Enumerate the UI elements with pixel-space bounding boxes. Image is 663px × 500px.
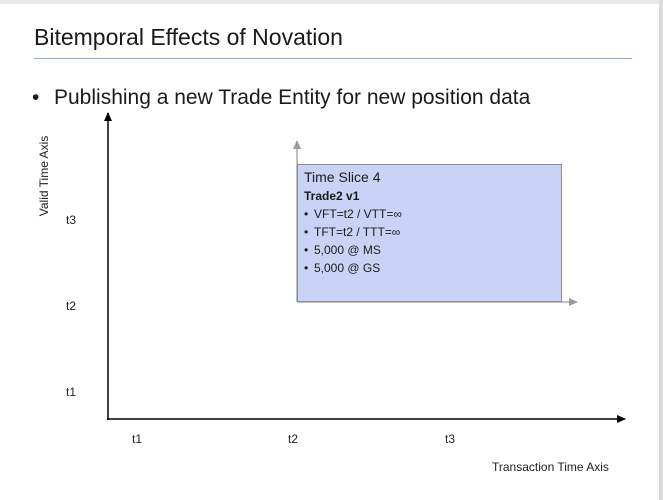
title-underline [34,58,632,59]
y-tick-t3: t3 [66,213,77,227]
list-item: 5,000 @ MS [304,241,555,259]
slide-right-border [659,0,663,500]
valid-time-axis-title: Valid Time Axis [37,135,51,217]
y-tick-t1: t1 [66,385,77,399]
trade-version-label: Trade2 v1 [304,189,360,203]
x-tick-t1: t1 [132,432,143,446]
x-tick-t3: t3 [445,432,456,446]
x-tick-t2: t2 [288,432,299,446]
list-item: 5,000 @ GS [304,259,555,277]
y-tick-t2: t2 [66,299,77,313]
time-slice-attributes: VFT=t2 / VTT=∞ TFT=t2 / TTT=∞ 5,000 @ MS… [304,205,555,277]
list-item: VFT=t2 / VTT=∞ [304,205,555,223]
transaction-time-axis-title: Transaction Time Axis [492,460,609,474]
bullet-point: • Publishing a new Trade Entity for new p… [32,86,530,110]
bullet-dot-icon: • [32,86,40,109]
time-slice-box: Time Slice 4 Trade2 v1 VFT=t2 / VTT=∞ TF… [297,164,562,302]
slide-title: Bitemporal Effects of Novation [34,24,343,50]
bullet-text: Publishing a new Trade Entity for new po… [54,86,531,109]
list-item: TFT=t2 / TTT=∞ [304,223,555,241]
time-slice-title: Time Slice 4 [304,169,381,185]
top-strip [0,0,663,4]
